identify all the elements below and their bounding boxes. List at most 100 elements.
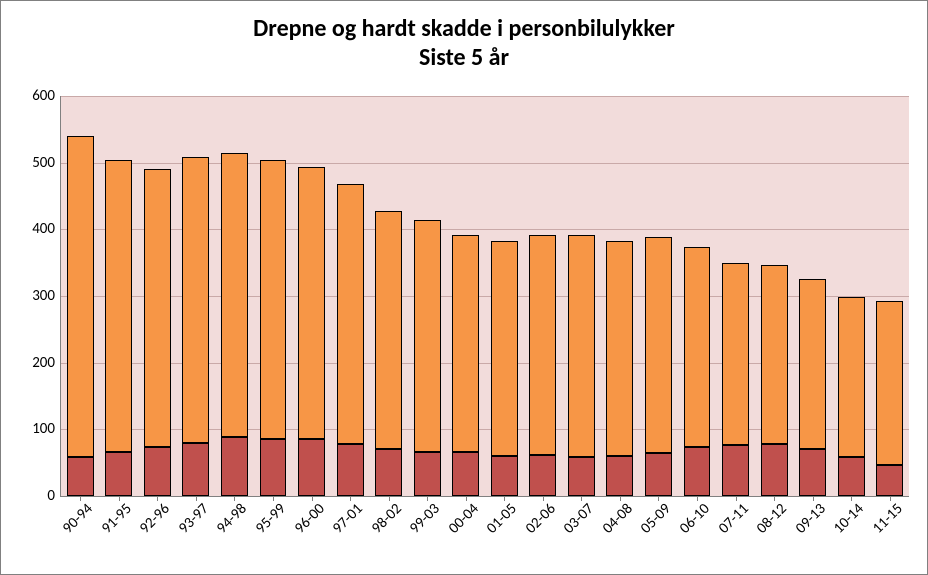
x-tick-label: 02-06 (522, 500, 559, 537)
bar-group (799, 279, 826, 496)
bar-segment-lower (260, 439, 287, 496)
bar-group (182, 157, 209, 496)
bar-group (414, 220, 441, 496)
x-tick-label: 92-96 (137, 500, 174, 537)
x-tick-mark (504, 496, 505, 501)
x-tick-mark (312, 496, 313, 501)
y-tick-label: 0 (47, 487, 61, 505)
x-tick-label: 07-11 (715, 500, 752, 537)
bar-group (105, 160, 132, 496)
x-tick-label: 05-09 (638, 500, 675, 537)
x-tick-label: 93-97 (175, 500, 212, 537)
x-tick-label: 08-12 (753, 500, 790, 537)
bar-segment-lower (799, 449, 826, 496)
bar-segment-upper (876, 301, 903, 465)
bar-segment-upper (260, 160, 287, 439)
x-tick-mark (273, 496, 274, 501)
bar-group (529, 235, 556, 496)
y-tick-label: 100 (32, 420, 61, 438)
bar-group (375, 211, 402, 496)
bar-group (260, 160, 287, 496)
x-tick-mark (427, 496, 428, 501)
bar-segment-upper (298, 167, 325, 439)
bar-segment-lower (761, 444, 788, 496)
x-tick-mark (581, 496, 582, 501)
bar-group (144, 169, 171, 496)
bar-group (452, 235, 479, 496)
x-tick-label: 09-13 (792, 500, 829, 537)
bar-segment-upper (529, 235, 556, 455)
bar-segment-upper (337, 184, 364, 444)
bar-segment-lower (838, 457, 865, 496)
bar-group (761, 265, 788, 496)
x-tick-mark (80, 496, 81, 501)
bar-segment-upper (645, 237, 672, 453)
bar-segment-lower (684, 447, 711, 496)
x-tick-mark (157, 496, 158, 501)
x-tick-mark (620, 496, 621, 501)
x-tick-label: 99-03 (406, 500, 443, 537)
bar-segment-upper (722, 263, 749, 446)
x-tick-label: 98-02 (368, 500, 405, 537)
bar-group (722, 263, 749, 496)
bar-segment-upper (606, 241, 633, 456)
bar-group (491, 241, 518, 496)
chart-title: Drepne og hardt skadde i personbilulykke… (1, 1, 927, 73)
x-tick-label: 90-94 (60, 500, 97, 537)
bar-group (221, 153, 248, 496)
x-tick-mark (890, 496, 891, 501)
x-tick-label: 04-08 (599, 500, 636, 537)
x-tick-mark (736, 496, 737, 501)
x-tick-label: 94-98 (214, 500, 251, 537)
x-tick-label: 96-00 (291, 500, 328, 537)
x-tick-mark (774, 496, 775, 501)
x-tick-mark (851, 496, 852, 501)
x-tick-mark (234, 496, 235, 501)
x-tick-label: 06-10 (676, 500, 713, 537)
bar-segment-upper (221, 153, 248, 437)
y-tick-label: 300 (32, 287, 61, 305)
x-tick-mark (813, 496, 814, 501)
bar-group (67, 136, 94, 496)
bar-segment-upper (375, 211, 402, 450)
bar-segment-lower (337, 444, 364, 496)
x-tick-label: 10-14 (830, 500, 867, 537)
bar-segment-lower (221, 437, 248, 496)
bar-group (568, 235, 595, 496)
x-tick-label: 01-05 (484, 500, 521, 537)
bar-segment-lower (105, 452, 132, 496)
x-tick-label: 97-01 (329, 500, 366, 537)
bar-group (606, 241, 633, 496)
chart-title-line2: Siste 5 år (1, 44, 927, 73)
y-tick-label: 400 (32, 220, 61, 238)
x-tick-label: 91-95 (98, 500, 135, 537)
x-tick-mark (350, 496, 351, 501)
bar-group (337, 184, 364, 496)
bar-segment-upper (105, 160, 132, 452)
bar-segment-lower (722, 445, 749, 496)
bar-segment-lower (298, 439, 325, 496)
bar-segment-lower (491, 456, 518, 496)
bar-segment-upper (491, 241, 518, 456)
plot-area: 010020030040050060090-9491-9592-9693-979… (61, 96, 909, 496)
bar-segment-lower (452, 452, 479, 496)
bar-group (684, 247, 711, 496)
x-tick-label: 00-04 (445, 500, 482, 537)
bar-segment-upper (838, 297, 865, 457)
x-tick-mark (389, 496, 390, 501)
bar-segment-upper (684, 247, 711, 447)
bar-segment-lower (876, 465, 903, 496)
x-tick-label: 95-99 (252, 500, 289, 537)
x-tick-label: 03-07 (561, 500, 598, 537)
bar-group (298, 167, 325, 496)
y-tick-label: 600 (32, 87, 61, 105)
bar-segment-lower (67, 457, 94, 496)
bar-group (645, 237, 672, 496)
y-axis-line (60, 96, 61, 496)
bar-segment-upper (761, 265, 788, 444)
bar-segment-upper (568, 235, 595, 458)
x-tick-mark (466, 496, 467, 501)
gridline (61, 96, 909, 97)
bar-group (838, 297, 865, 496)
x-tick-mark (119, 496, 120, 501)
